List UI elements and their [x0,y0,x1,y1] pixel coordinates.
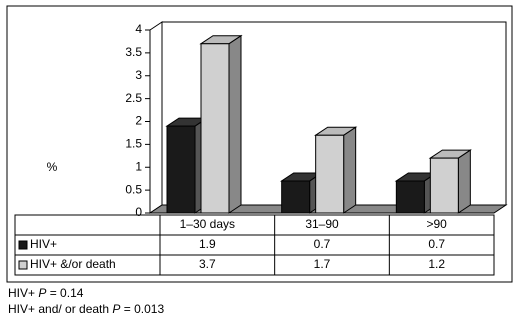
bar-face [343,126,357,214]
table-value: 3.7 [199,257,216,271]
y-tick-label: 3 [135,68,142,82]
chart: % 0 0.5 1 1.5 2 2.5 3 3.5 4 1–30 days 1.9 3.7 31–90 0… [6,5,513,283]
note-text: P [38,286,47,300]
y-tick-label: 2.5 [125,91,142,105]
y-tick-label: 3.5 [125,45,142,59]
bar-face [429,157,459,214]
side-wall [149,21,163,214]
y-tick-label: 4 [135,22,142,36]
table-value: 1.7 [314,257,331,271]
y-tick-label: 1.5 [125,137,142,151]
bar-face [228,34,242,214]
table-value: 1.2 [428,257,445,271]
note: HIV+ and/ or death P = 0.013 [8,302,164,316]
y-axis-label: % [47,160,58,174]
note-text: P [112,302,121,316]
note-text: HIV+ [8,286,36,300]
y-tick-label: 0.5 [125,182,142,196]
bar-face [315,134,345,214]
bar [314,126,358,214]
note-text: = 0.14 [49,286,84,300]
x-tick-label: 1–30 days [180,217,235,231]
table-value: 0.7 [314,237,331,251]
note-text: HIV+ and/ or death [8,302,110,316]
bar [428,149,472,214]
legend-swatch [18,240,28,250]
y-tick-label: 2 [135,114,142,128]
bar-face [457,149,471,214]
y-tick-label: 0 [135,205,142,219]
x-tick-label: >90 [426,217,447,231]
x-tick-label: 31–90 [305,217,339,231]
bar [199,34,243,214]
legend-label: HIV+ [30,237,57,251]
bar-face [200,43,230,214]
bar-face [281,180,311,214]
legend-label: HIV+ &/or death [30,257,116,271]
bar-face [166,125,196,214]
table-value: 0.7 [428,237,445,251]
y-tick-label: 1 [135,159,142,173]
note-text: = 0.013 [123,302,165,316]
note: HIV+ P = 0.14 [8,286,83,300]
bar-face [395,180,425,214]
legend-swatch [18,260,28,270]
table-value: 1.9 [199,237,216,251]
